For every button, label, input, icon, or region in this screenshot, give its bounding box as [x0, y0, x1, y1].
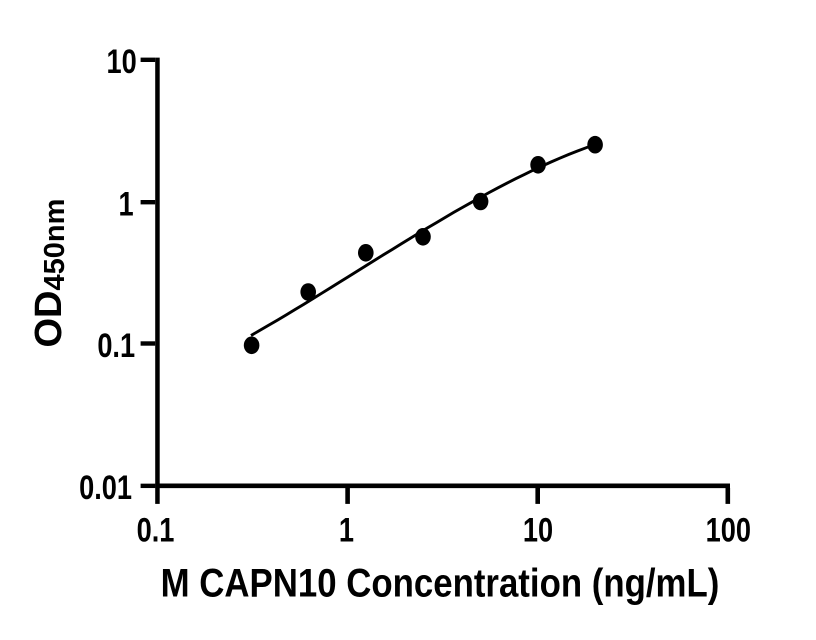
svg-text:0.01: 0.01: [79, 468, 132, 507]
svg-text:0.1: 0.1: [97, 326, 135, 365]
svg-text:10: 10: [523, 511, 553, 550]
svg-text:1: 1: [339, 511, 354, 550]
svg-text:M CAPN10 Concentration (ng/mL): M CAPN10 Concentration (ng/mL): [161, 560, 720, 605]
svg-text:100: 100: [706, 511, 751, 550]
svg-text:10: 10: [107, 42, 137, 81]
svg-text:1: 1: [118, 184, 133, 223]
svg-text:0.1: 0.1: [137, 511, 175, 550]
